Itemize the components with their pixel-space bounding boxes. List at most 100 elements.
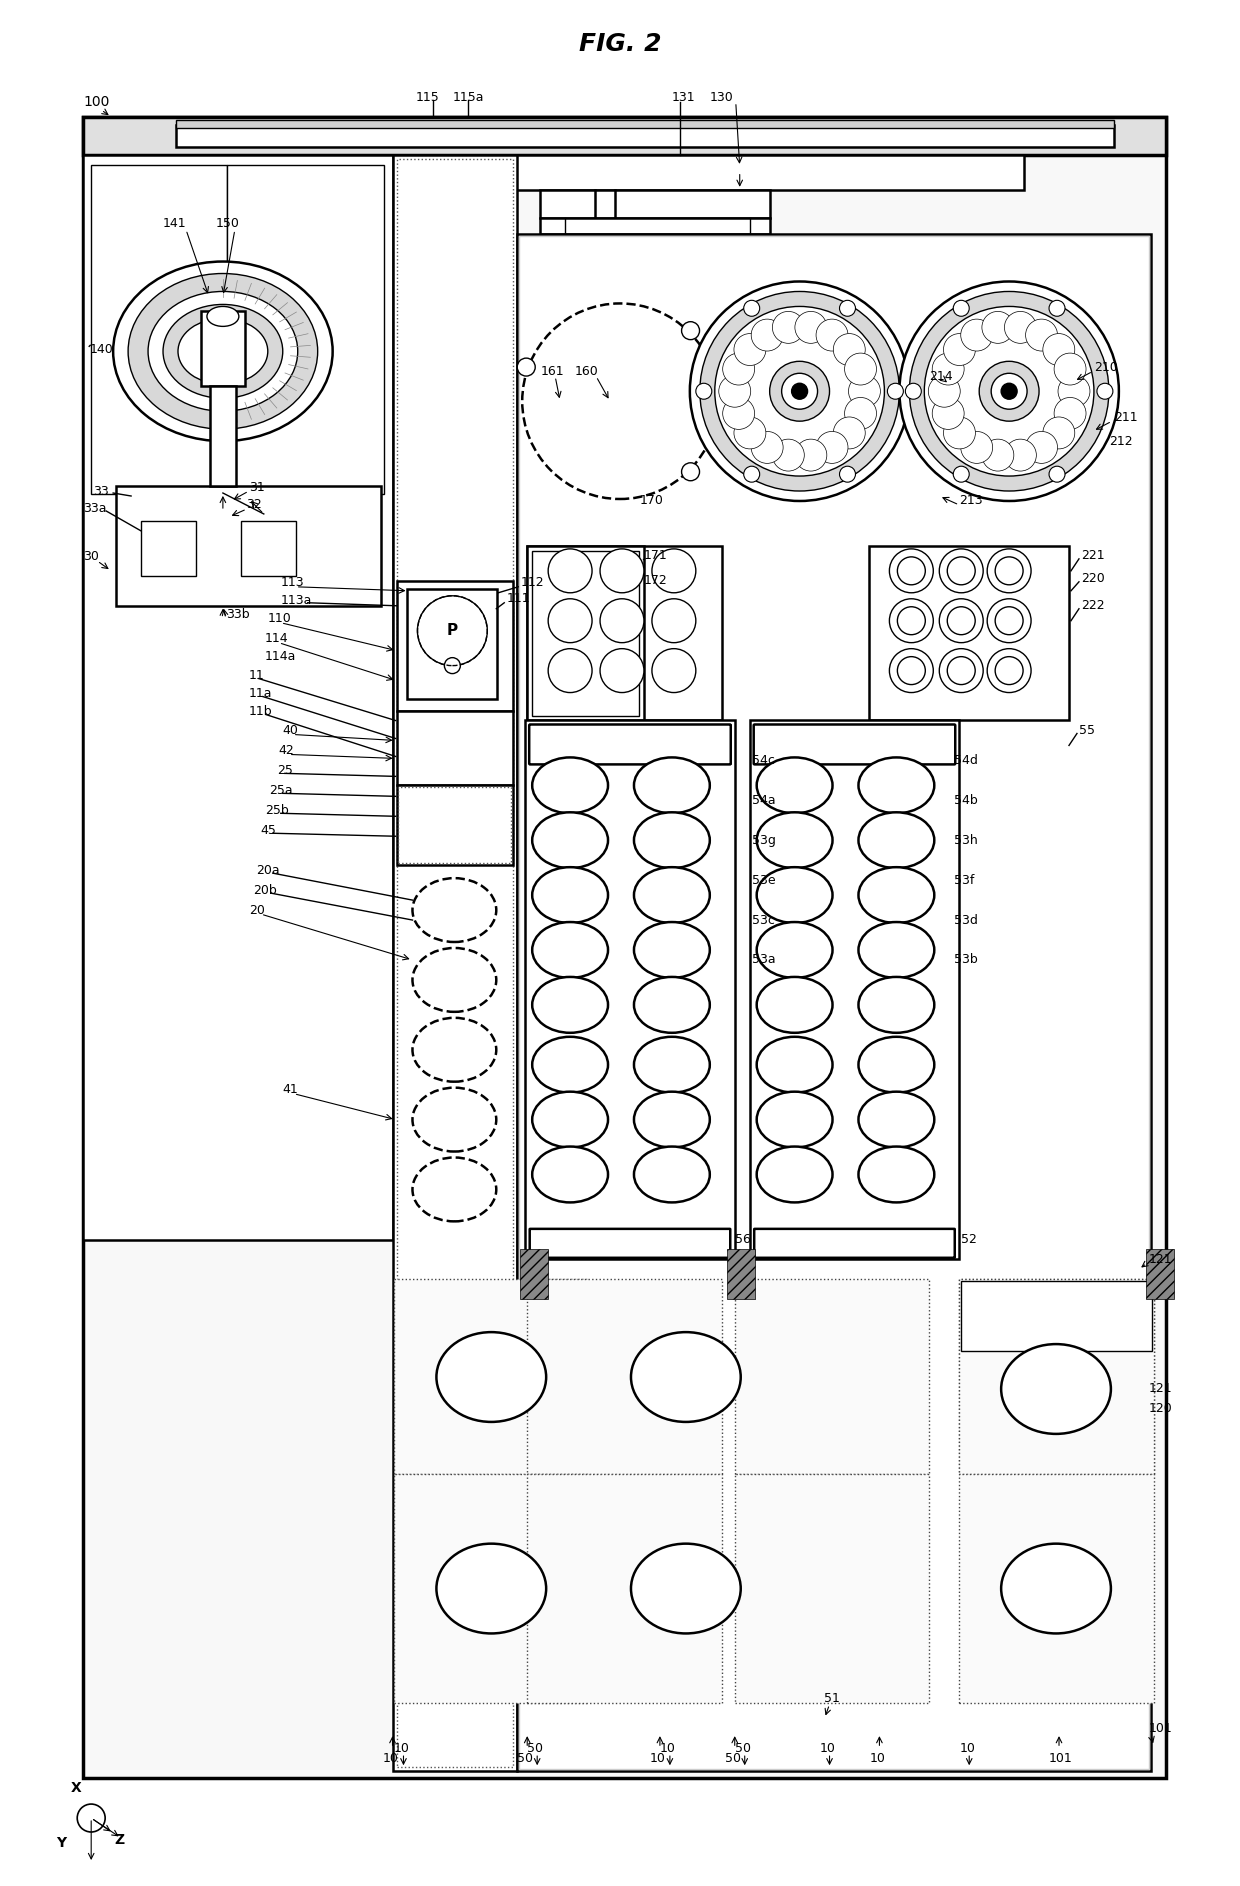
Circle shape: [682, 323, 699, 339]
Text: 54c: 54c: [751, 754, 775, 768]
Bar: [397, 785, 513, 866]
Circle shape: [522, 304, 718, 500]
Text: 121: 121: [1148, 1382, 1173, 1396]
Bar: [393, 1473, 588, 1703]
Text: 11b: 11b: [249, 705, 273, 719]
Bar: [520, 236, 1148, 1769]
Text: 51: 51: [823, 1692, 839, 1705]
Ellipse shape: [756, 1092, 832, 1147]
Bar: [531, 726, 730, 764]
Circle shape: [791, 383, 807, 400]
Circle shape: [987, 649, 1032, 692]
Bar: [141, 521, 196, 575]
Text: 212: 212: [1109, 434, 1132, 447]
Bar: [541, 190, 770, 217]
Bar: [527, 1473, 722, 1703]
Ellipse shape: [756, 1037, 832, 1092]
Circle shape: [548, 549, 591, 592]
Circle shape: [734, 334, 766, 366]
Ellipse shape: [207, 306, 239, 326]
Circle shape: [947, 656, 975, 685]
Ellipse shape: [436, 1332, 546, 1422]
Text: 10: 10: [660, 1741, 676, 1754]
Bar: [398, 786, 511, 864]
Text: 210: 210: [1094, 360, 1117, 373]
Bar: [393, 1279, 588, 1473]
Bar: [527, 545, 722, 720]
Circle shape: [600, 598, 644, 643]
Text: 53f: 53f: [955, 873, 975, 886]
Circle shape: [652, 549, 696, 592]
Text: 10: 10: [650, 1752, 666, 1765]
Bar: [83, 155, 393, 1241]
Text: 20: 20: [249, 903, 264, 917]
Bar: [521, 1249, 548, 1299]
Circle shape: [944, 334, 976, 366]
Text: 53e: 53e: [751, 873, 775, 886]
Circle shape: [600, 549, 644, 592]
Text: 121: 121: [1148, 1252, 1173, 1266]
Text: 100: 100: [83, 94, 109, 109]
Bar: [397, 581, 513, 711]
Circle shape: [980, 362, 1039, 421]
Bar: [83, 117, 1166, 1778]
Circle shape: [1097, 383, 1112, 400]
Circle shape: [899, 281, 1118, 502]
Circle shape: [795, 439, 827, 472]
Bar: [92, 164, 227, 494]
Circle shape: [1025, 432, 1058, 464]
Circle shape: [987, 549, 1032, 592]
Bar: [727, 1249, 755, 1299]
Ellipse shape: [532, 922, 608, 979]
Ellipse shape: [858, 1037, 934, 1092]
Circle shape: [444, 658, 460, 673]
Text: 52: 52: [961, 1233, 977, 1247]
Circle shape: [954, 466, 970, 483]
Text: 53b: 53b: [955, 954, 978, 966]
Circle shape: [1043, 417, 1075, 449]
Text: 54b: 54b: [955, 794, 978, 807]
Bar: [398, 869, 512, 1249]
Ellipse shape: [858, 977, 934, 1034]
Bar: [960, 1473, 1153, 1703]
Circle shape: [770, 362, 830, 421]
Bar: [117, 487, 381, 605]
Ellipse shape: [532, 813, 608, 868]
Circle shape: [1058, 375, 1090, 407]
Text: 10: 10: [960, 1741, 975, 1754]
Circle shape: [689, 281, 909, 502]
Bar: [241, 521, 295, 575]
Bar: [201, 311, 244, 387]
Ellipse shape: [858, 813, 934, 868]
Circle shape: [1004, 439, 1037, 472]
Ellipse shape: [631, 1543, 740, 1633]
Text: 113a: 113a: [280, 594, 312, 607]
Circle shape: [795, 311, 827, 343]
Text: 110: 110: [268, 613, 291, 626]
Circle shape: [932, 398, 965, 430]
Text: 141: 141: [162, 217, 187, 230]
Text: 171: 171: [644, 549, 667, 562]
Circle shape: [924, 306, 1094, 475]
Text: 20a: 20a: [255, 864, 279, 877]
Text: 10: 10: [869, 1752, 885, 1765]
Circle shape: [939, 598, 983, 643]
Ellipse shape: [413, 949, 496, 1013]
Bar: [397, 158, 513, 1767]
Text: 113: 113: [280, 577, 304, 588]
Ellipse shape: [413, 1158, 496, 1222]
Text: 10: 10: [382, 1752, 398, 1765]
Circle shape: [600, 649, 644, 692]
Text: 112: 112: [521, 577, 544, 588]
Ellipse shape: [532, 1092, 608, 1147]
Ellipse shape: [113, 262, 332, 441]
Ellipse shape: [532, 1037, 608, 1092]
Ellipse shape: [858, 868, 934, 922]
Circle shape: [548, 598, 591, 643]
Bar: [960, 1279, 1153, 1473]
Circle shape: [696, 383, 712, 400]
Circle shape: [905, 383, 921, 400]
Text: 50: 50: [517, 1752, 533, 1765]
Ellipse shape: [634, 813, 709, 868]
Circle shape: [991, 373, 1027, 409]
